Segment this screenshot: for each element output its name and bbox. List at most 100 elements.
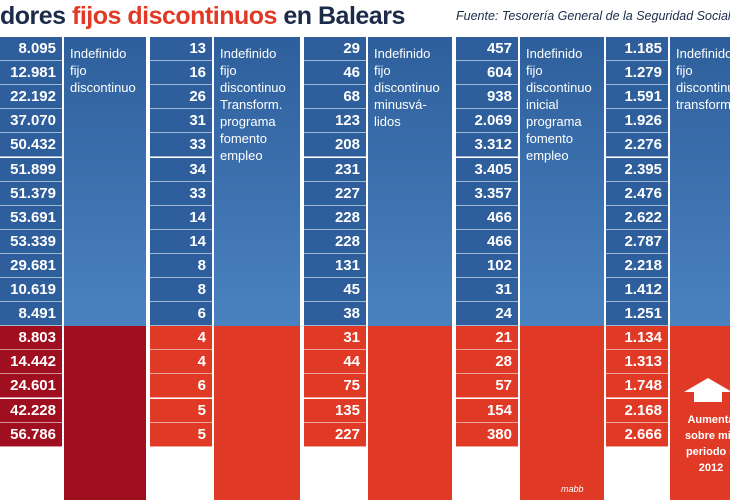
value-cell: 50.432 (0, 133, 62, 158)
value-cell: 26 (150, 85, 212, 110)
value-column-4: 457 604 938 2.069 3.312 3.405 3.357 466 466 102 31… (456, 37, 518, 447)
title-prefix: dores (0, 2, 73, 30)
value-cell: 51.899 (0, 157, 62, 182)
value-cell: 3.312 (456, 133, 518, 158)
value-cell: 1.185 (606, 37, 668, 62)
value-cell: 33 (150, 133, 212, 158)
value-cell: 3.405 (456, 157, 518, 182)
value-cell: 1.251 (606, 302, 668, 327)
value-cell: 28 (456, 350, 518, 375)
value-cell: 68 (304, 85, 366, 110)
infographic-title: dores fijos discontinuos en Balears (0, 2, 405, 31)
value-cell: 14 (150, 229, 212, 254)
value-cell: 8 (150, 278, 212, 303)
value-cell: 33 (150, 181, 212, 206)
value-cell: 1.591 (606, 85, 668, 110)
value-cell: 13 (150, 37, 212, 62)
column-label: Indefinido fijo discontinuo transform. (676, 46, 730, 112)
value-cell: 380 (456, 422, 518, 447)
title-highlight: fijos discontinuos (72, 2, 277, 30)
value-cell: 228 (304, 229, 366, 254)
value-cell: 34 (150, 157, 212, 182)
value-cell: 8 (150, 253, 212, 278)
value-cell: 604 (456, 61, 518, 86)
header: dores fijos discontinuos en Balears Fuen… (0, 0, 730, 37)
value-cell: 5 (150, 398, 212, 423)
value-cell: 31 (304, 326, 366, 351)
value-cell: 2.168 (606, 398, 668, 423)
credit: mabb (561, 484, 584, 494)
value-cell: 31 (456, 278, 518, 303)
value-cell: 102 (456, 253, 518, 278)
value-cell: 56.786 (0, 422, 62, 447)
value-cell: 2.666 (606, 422, 668, 447)
value-cell: 466 (456, 205, 518, 230)
value-cell: 37.070 (0, 109, 62, 134)
value-cell: 21 (456, 326, 518, 351)
title-suffix: en Balears (276, 2, 405, 30)
value-cell: 135 (304, 398, 366, 423)
value-cell: 2.395 (606, 157, 668, 182)
value-cell: 14 (150, 205, 212, 230)
column-label-area-2: Indefinido fijo discontinuo Transform. p… (214, 37, 300, 500)
column-label: Indefinido fijo discontinuo minusvá- lid… (374, 46, 440, 129)
value-cell: 45 (304, 278, 366, 303)
value-cell: 227 (304, 422, 366, 447)
column-label: Indefinido fijo discontinuo inicial prog… (526, 46, 592, 163)
value-cell: 46 (304, 61, 366, 86)
value-cell: 16 (150, 61, 212, 86)
value-cell: 29.681 (0, 253, 62, 278)
up-arrow-icon-body (694, 392, 722, 402)
value-cell: 457 (456, 37, 518, 62)
value-cell: 10.619 (0, 278, 62, 303)
value-cell: 231 (304, 157, 366, 182)
value-cell: 22.192 (0, 85, 62, 110)
column-label: Indefinido fijo discontinuo Transform. p… (220, 46, 286, 163)
value-cell: 8.803 (0, 326, 62, 351)
value-cell: 4 (150, 350, 212, 375)
value-cell: 44 (304, 350, 366, 375)
value-column-1: 8.095 12.981 22.192 37.070 50.432 51.899 51.37… (0, 37, 62, 447)
value-cell: 12.981 (0, 61, 62, 86)
value-cell: 24.601 (0, 374, 62, 399)
value-cell: 8.095 (0, 37, 62, 62)
value-cell: 938 (456, 85, 518, 110)
value-column-5: 1.185 1.279 1.591 1.926 2.276 2.395 2.476 2.622… (606, 37, 668, 447)
value-cell: 29 (304, 37, 366, 62)
value-cell: 57 (456, 374, 518, 399)
value-cell: 2.476 (606, 181, 668, 206)
column-label-area-4: Indefinido fijo discontinuo inicial prog… (520, 37, 604, 500)
value-cell: 228 (304, 205, 366, 230)
value-cell: 6 (150, 302, 212, 327)
value-cell: 1.279 (606, 61, 668, 86)
value-cell: 2.218 (606, 253, 668, 278)
value-cell: 5 (150, 422, 212, 447)
up-arrow-icon (684, 378, 730, 392)
value-cell: 4 (150, 326, 212, 351)
value-cell: 14.442 (0, 350, 62, 375)
value-column-2: 13 16 26 31 33 34 33 14 14 8 8 6 4 4 6 5 5 (150, 37, 212, 447)
column-label-area-1: Indefinido fijo discontinuo (64, 37, 146, 500)
value-cell: 2.276 (606, 133, 668, 158)
value-cell: 8.491 (0, 302, 62, 327)
value-cell: 123 (304, 109, 366, 134)
value-cell: 51.379 (0, 181, 62, 206)
value-cell: 131 (304, 253, 366, 278)
value-cell: 1.412 (606, 278, 668, 303)
value-cell: 1.134 (606, 326, 668, 351)
value-cell: 75 (304, 374, 366, 399)
value-cell: 3.357 (456, 181, 518, 206)
value-cell: 2.787 (606, 229, 668, 254)
value-cell: 24 (456, 302, 518, 327)
value-cell: 53.691 (0, 205, 62, 230)
value-cell: 1.313 (606, 350, 668, 375)
value-cell: 208 (304, 133, 366, 158)
value-cell: 42.228 (0, 398, 62, 423)
value-cell: 2.069 (456, 109, 518, 134)
value-cell: 6 (150, 374, 212, 399)
value-column-3: 29 46 68 123 208 231 227 228 228 131 45 38 31 44 75 135… (304, 37, 366, 447)
column-label-area-5: Indefinido fijo discontinuo transform. (670, 37, 730, 500)
column-label: Indefinido fijo discontinuo (70, 46, 136, 95)
increase-note: Aumenta sobre mis periodo d 2012 (685, 414, 730, 474)
source-note: Fuente: Tesorería General de la Segurida… (456, 9, 730, 23)
